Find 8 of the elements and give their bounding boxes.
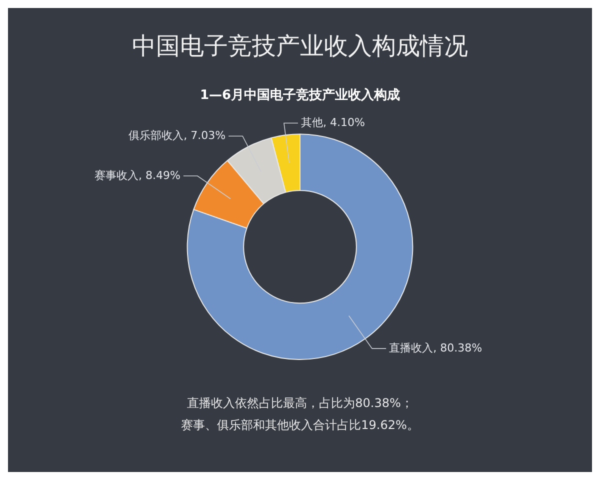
chart-title: 中国电子竞技产业收入构成情况 bbox=[131, 31, 469, 62]
slice-label: 直播收入, 80.38% bbox=[389, 341, 482, 354]
slice-label: 赛事收入, 8.49% bbox=[94, 168, 180, 182]
text: 赛事、俱乐部和其他收入合计占比19.62%。 bbox=[180, 417, 420, 434]
slice-label: 其他, 4.10% bbox=[300, 116, 365, 129]
text: 直播收入依然占比最高，占比为80.38%； bbox=[186, 395, 414, 412]
slice-label: 俱乐部收入, 7.03% bbox=[128, 128, 226, 142]
chart-subtitle: 1—6月中国电子竞技产业收入构成 bbox=[200, 87, 400, 104]
